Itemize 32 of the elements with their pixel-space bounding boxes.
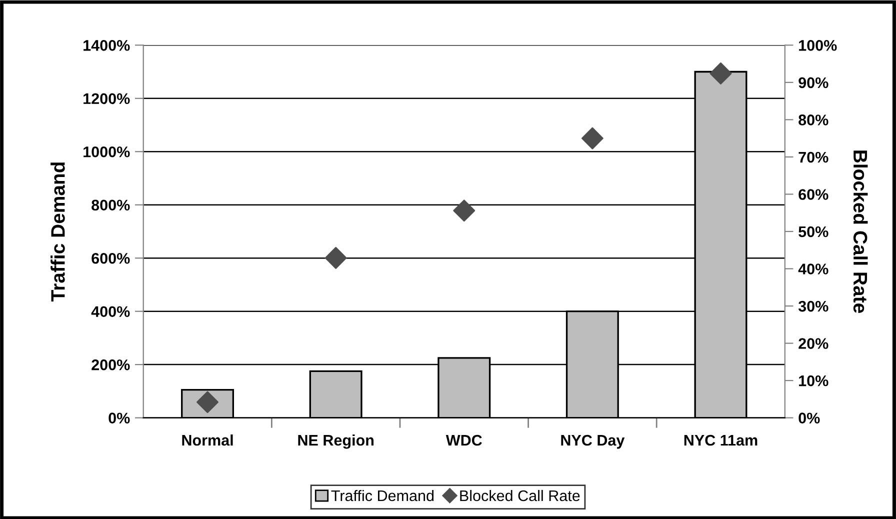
y2-tick-label: 20% (798, 338, 828, 349)
y2-tick-label: 60% (798, 189, 828, 200)
y2-tick-label: 50% (798, 226, 828, 238)
y2-tick-label: 40% (798, 264, 828, 274)
y-tick-label: 600% (92, 252, 130, 264)
point (710, 62, 732, 84)
y2-tick-label: 90% (798, 77, 828, 88)
y-axis-title: Traffic Demand (50, 162, 65, 302)
y-tick-label: 1400% (84, 40, 130, 51)
x-tick-label: NE Region (298, 434, 374, 449)
x-tick-label: NYC Day (561, 434, 625, 449)
point (453, 200, 476, 222)
y2-tick-label: 70% (798, 152, 828, 163)
y-tick-label: 400% (91, 306, 130, 318)
y-tick-label: 200% (92, 359, 130, 370)
y-tick-label: 1200% (84, 93, 130, 104)
x-tick-label: NYC 11am (684, 434, 758, 446)
y2-tick-label: 80% (798, 114, 828, 126)
y2-tick-label: 0% (798, 412, 820, 424)
y2-tick-label: 100% (799, 40, 837, 51)
x-tick-label: WDC (446, 434, 482, 446)
y-tick-label: 0% (108, 412, 130, 424)
y2-axis-title: Blocked Call Rate (853, 150, 868, 313)
y2-tick-label: 10% (799, 375, 828, 386)
x-tick-label: Normal (182, 434, 233, 446)
y-tick-label: 800% (92, 200, 130, 211)
point (581, 127, 604, 150)
y-tick-label: 1000% (84, 146, 130, 158)
y2-tick-label: 30% (798, 300, 828, 312)
legend-label: Traffic Demand (331, 490, 434, 502)
legend-label: Blocked Call Rate (460, 490, 580, 502)
point (324, 246, 347, 269)
